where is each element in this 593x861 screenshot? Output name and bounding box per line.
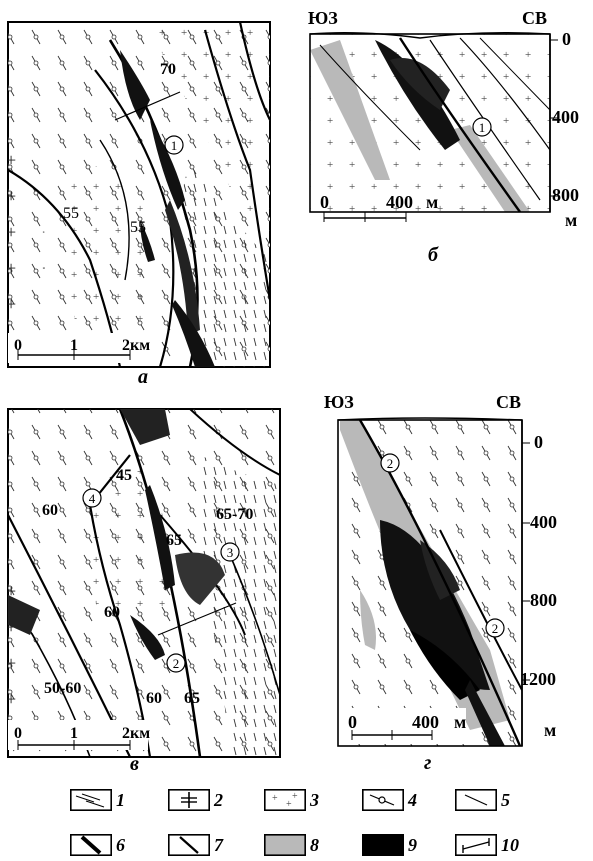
legend-item-1: 1 [70,789,125,811]
section-b-circle-label: 1 [479,120,486,135]
map-v-dip-45: 45 [116,467,132,484]
map-v-dip-60c: 60 [146,690,162,707]
section-b-svg: ЮЗ СВ 1 0 400 800 м 0 400 м [308,8,579,230]
legend-item-10: 10 [455,834,519,856]
dash-lines-icon [70,789,112,811]
gray-fill-icon [264,834,306,856]
section-line-icon [455,834,497,856]
map-v-circle-4 [82,488,102,508]
legend-item-4: 4 [362,789,417,811]
map-v-scale-1: 1 [70,725,78,742]
panel-b-caption: б [428,244,438,266]
legend-num-7: 7 [214,834,223,855]
legend-item-5: 5 [455,789,510,811]
legend-item-3: + + + 3 [264,789,319,811]
plus-dots-icon: +++ [264,789,306,811]
section-b-scale-400: 400 [386,192,413,212]
map-v-dip-65a: 65 [166,532,182,549]
map-a-circle-label: 1 [171,138,178,153]
section-g-circle-right-label: 2 [492,621,499,636]
map-v-circle-2 [166,653,186,673]
thin-line-icon [455,789,497,811]
section-g-circle-right [485,618,505,638]
section-g-circle-top [380,453,400,473]
section-b-depth-400: 400 [552,107,579,127]
map-v-dip-50-60: 50-60 [44,680,81,697]
map-v-circle-2-label: 2 [173,656,180,671]
map-v-dip-60b: 60 [104,604,120,621]
map-a-dip-3: 55 [130,219,146,236]
legend-item-7: 7 [168,834,223,856]
section-b-depth-unit: м [565,210,577,230]
map-a-circle-marker [164,135,184,155]
panel-g-section: ЮЗ СВ 2 2 0 400 800 1200 м 0 400 м [320,390,593,775]
panel-a-caption: а [138,366,148,388]
section-g-scale-400: 400 [412,712,439,732]
section-g-depth-0: 0 [534,432,543,452]
section-g-right-dir: СВ [496,392,521,412]
section-g-depth-unit: м [544,720,556,740]
medium-line-icon [168,834,210,856]
black-fill-icon [362,834,404,856]
section-g-scale-0: 0 [348,712,357,732]
section-b-circle-marker [472,117,492,137]
map-v-scale-2: 2км [122,725,150,742]
legend-item-2: 2 [168,789,223,811]
panel-a-map: + + [0,0,290,390]
map-v-svg: 45 60 65-70 65 60 50-60 60 65 4 3 2 0 1 … [7,408,281,758]
section-g-svg: ЮЗ СВ 2 2 0 400 800 1200 м 0 400 м [324,392,557,747]
map-a-scale-0: 0 [14,337,22,354]
legend-num-5: 5 [501,789,510,810]
legend-num-8: 8 [310,834,319,855]
map-a-dip-2: 55 [63,205,79,222]
section-b-scale-0: 0 [320,192,329,212]
map-v-circle-3-label: 3 [227,545,234,560]
map-v-dip-60a: 60 [42,502,58,519]
map-v-circle-3 [220,542,240,562]
map-a-scale-1: 1 [70,337,78,354]
svg-text:+: + [272,793,278,804]
svg-text:+: + [286,799,292,810]
map-a-scale-2: 2км [122,337,150,354]
legend-num-10: 10 [501,834,519,855]
section-g-depth-1200: 1200 [520,669,556,689]
section-g-scale-unit: м [454,712,466,732]
legend-num-2: 2 [214,789,223,810]
map-v-circle-4-label: 4 [89,491,96,506]
section-b-right-dir: СВ [522,8,547,28]
svg-text:+: + [292,791,298,802]
section-g-left-dir: ЮЗ [324,392,354,412]
legend-num-3: 3 [310,789,319,810]
legend-num-9: 9 [408,834,417,855]
legend-item-8: 8 [264,834,319,856]
map-v-scale-0: 0 [14,725,22,742]
map-v-dip-65-70: 65-70 [216,506,253,523]
panel-v-map: 45 60 65-70 65 60 50-60 60 65 4 3 2 0 1 … [0,395,300,775]
section-b-left-dir: ЮЗ [308,8,338,28]
legend-num-6: 6 [116,834,125,855]
cross-icon [168,789,210,811]
section-g-depth-800: 800 [530,590,557,610]
thick-line-icon [70,834,112,856]
section-b-depth-800: 800 [552,185,579,205]
section-g-circle-top-label: 2 [387,456,394,471]
panel-b-section: ЮЗ СВ 1 0 400 800 м 0 400 м б [300,0,593,270]
section-g-depth-400: 400 [530,512,557,532]
section-b-depth-0: 0 [562,29,571,49]
map-v-dip-65b: 65 [184,690,200,707]
panel-g-caption: г [424,752,432,774]
section-b-scale-unit: м [426,192,438,212]
legend-item-9: 9 [362,834,417,856]
panel-v-caption: в [130,753,139,775]
legend-num-4: 4 [408,789,417,810]
tick-circle-icon [362,789,404,811]
map-a-svg: + + [7,21,271,368]
legend-num-1: 1 [116,789,125,810]
map-a-dip-1: 70 [160,61,176,78]
legend-item-6: 6 [70,834,125,856]
